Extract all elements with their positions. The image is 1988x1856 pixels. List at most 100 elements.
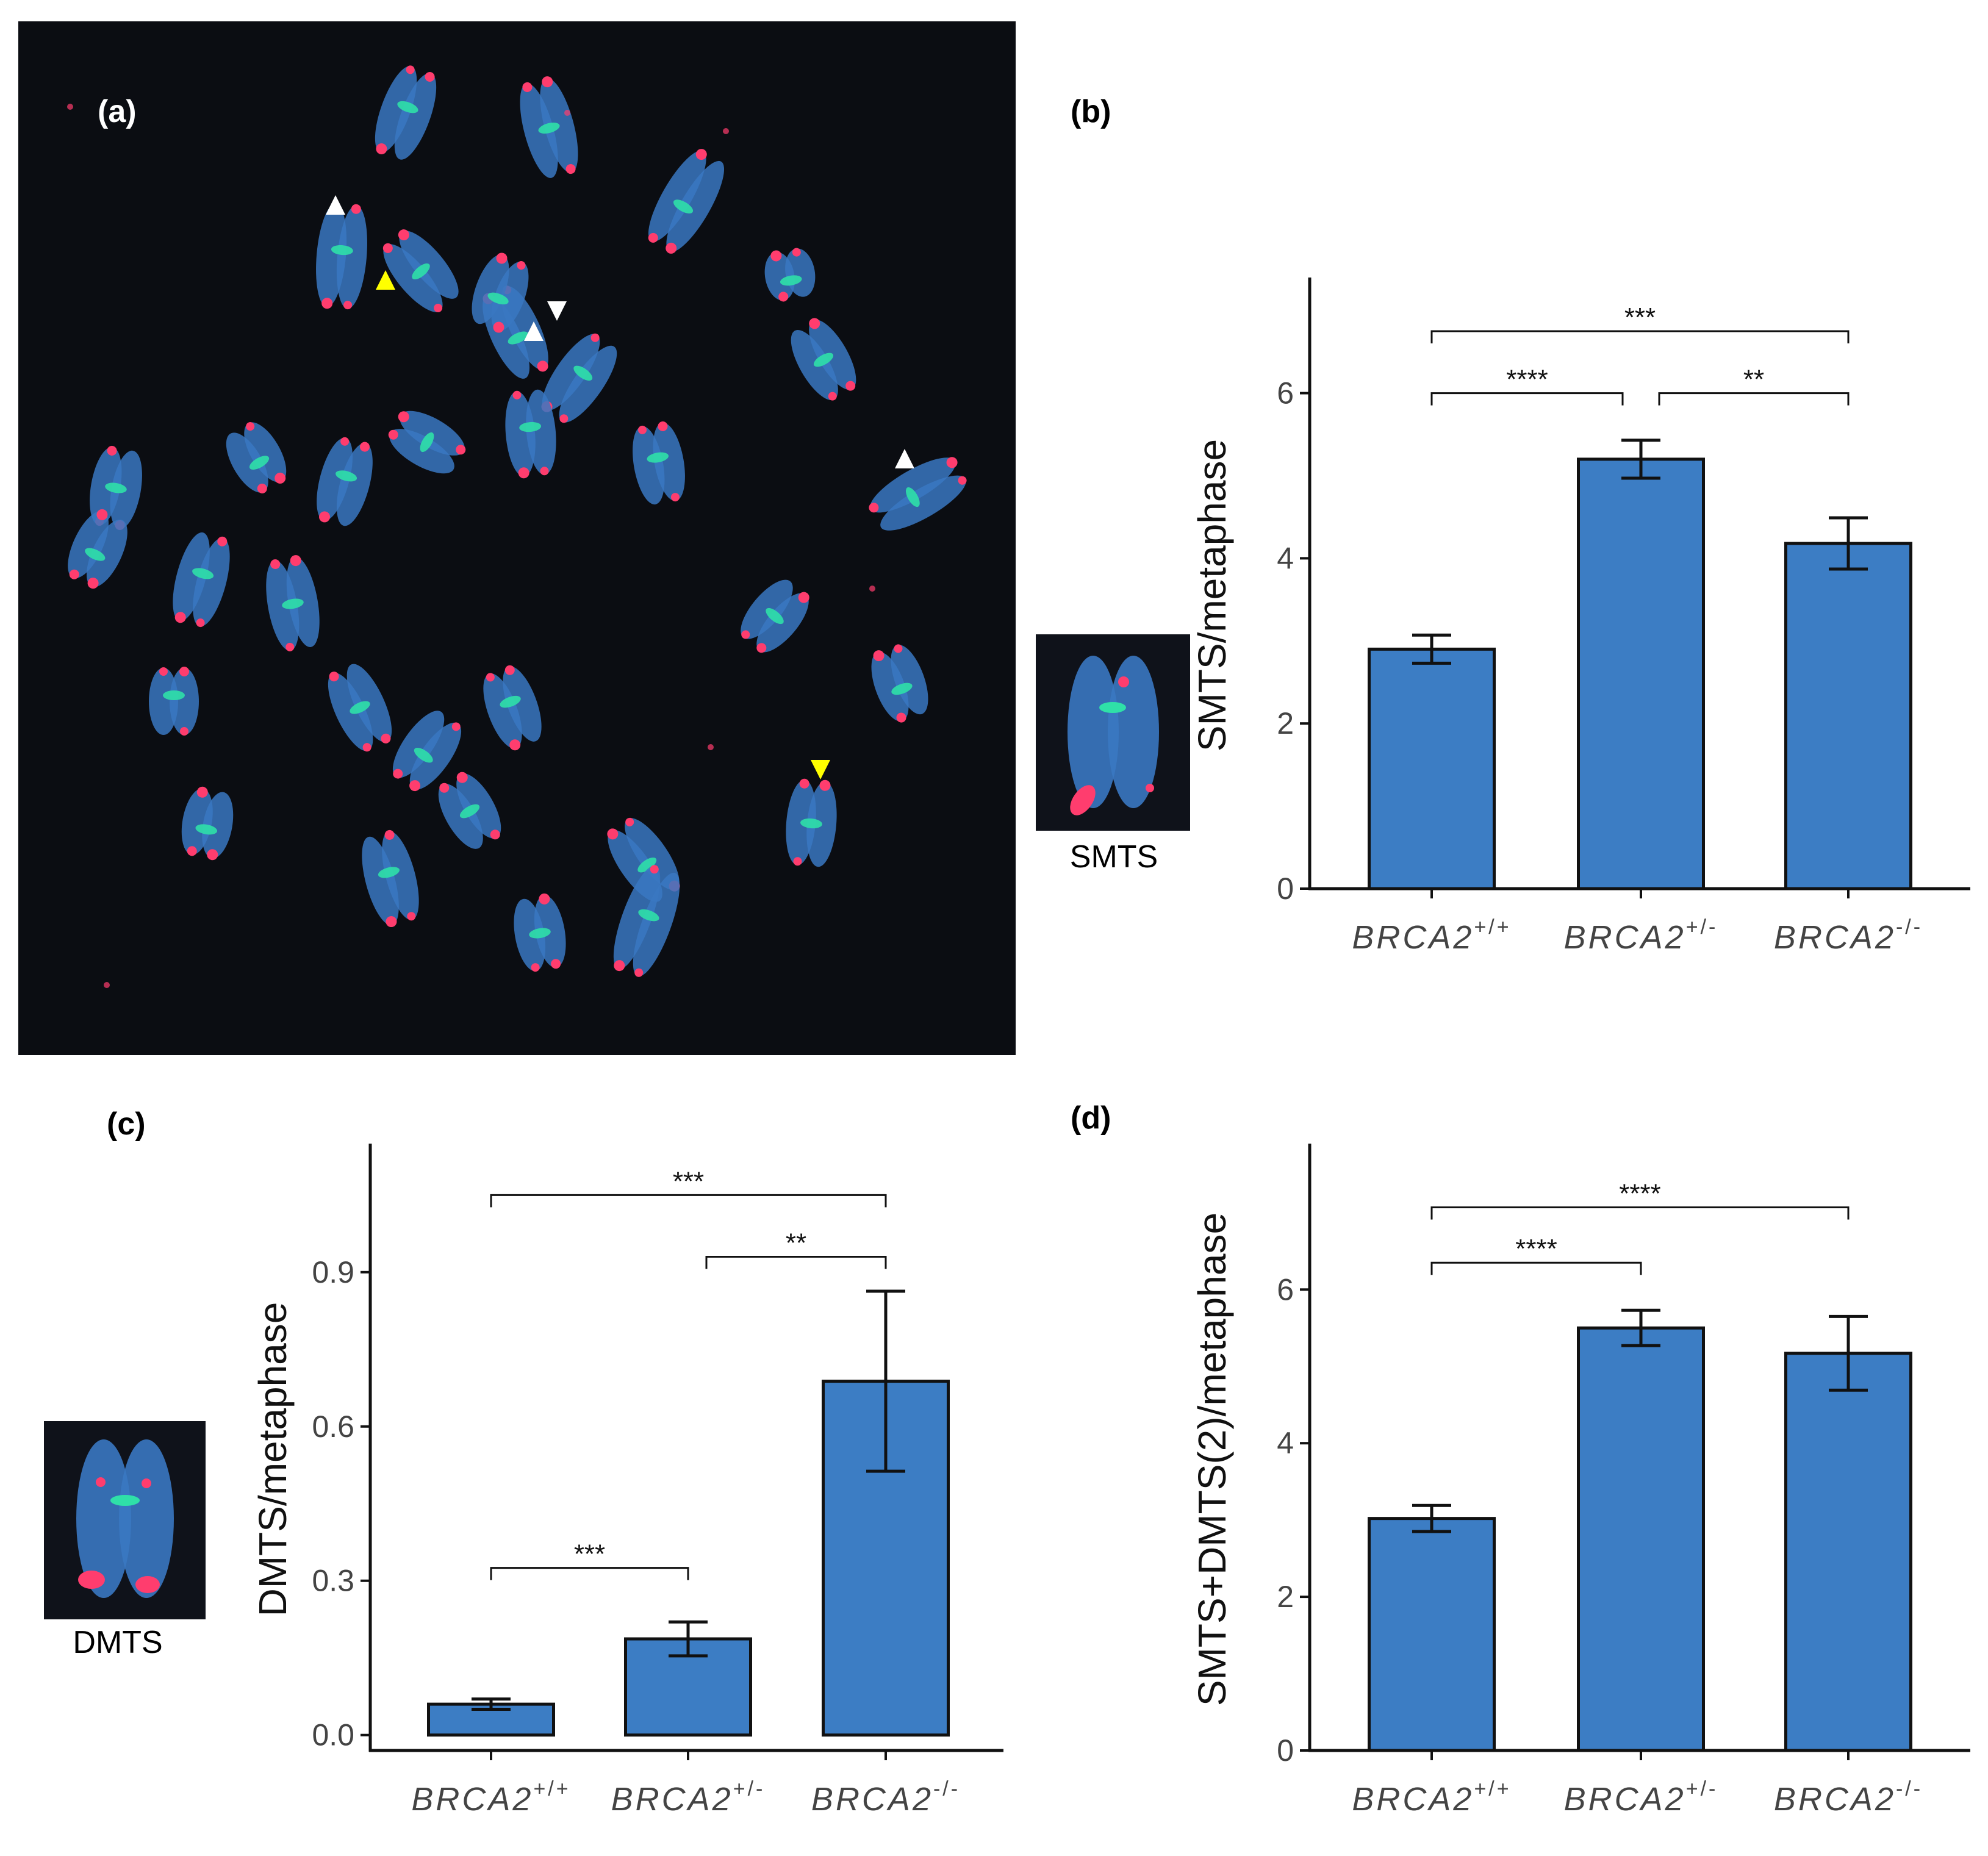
telomere-signal: [958, 476, 967, 485]
telomere-signal: [257, 483, 267, 493]
telomere-signal: [873, 650, 885, 662]
telomere-signal: [869, 503, 879, 513]
telomere-signal: [650, 865, 659, 874]
telomere-signal: [778, 292, 789, 302]
telomere-signal: [607, 828, 619, 840]
telomere-signal: [398, 229, 409, 241]
telomere-signal: [819, 779, 831, 791]
significance-bracket: [490, 1194, 887, 1208]
chromosome: [741, 579, 809, 653]
panel-label-c: (c): [107, 1106, 146, 1142]
telomere-signal: [845, 381, 856, 391]
chromosome: [173, 532, 230, 628]
telomere-signal: [542, 76, 553, 88]
bar: [1784, 542, 1912, 890]
telomere-signal: [451, 722, 461, 731]
telomere-signal: [756, 643, 767, 653]
y-tick-label: 0.3: [312, 1564, 354, 1598]
telomere-signal: [658, 421, 668, 431]
bar: [1577, 1326, 1705, 1752]
panel-label-b: (b): [1071, 94, 1111, 129]
telomere-signal: [359, 442, 370, 452]
panel-label-a: (a): [98, 94, 137, 129]
telomere-signal: [69, 569, 79, 579]
y-tick-label: 6: [1277, 376, 1294, 410]
x-tick-label: BRCA2-/-: [1774, 1777, 1923, 1818]
significance-bracket: [1430, 1206, 1850, 1220]
chromosome: [90, 445, 142, 531]
chromosome: [472, 253, 529, 333]
chromosome: [648, 149, 725, 254]
up-arrow-icon: [326, 195, 345, 215]
significance-label: ****: [1515, 1234, 1557, 1264]
telomere-signal: [809, 318, 820, 329]
chromosome: [375, 65, 437, 160]
telomere-signal: [382, 243, 393, 253]
y-tick-label: 0.9: [312, 1255, 354, 1289]
dmts-inset: DMTS: [44, 1421, 206, 1660]
telomere-signal: [509, 739, 521, 751]
telomere-signal: [196, 786, 208, 798]
telomere-signal: [504, 665, 515, 675]
telomere-signal: [179, 667, 189, 676]
telomere-signal: [531, 963, 540, 972]
chromosome: [633, 421, 685, 505]
telomere-signal: [493, 321, 504, 333]
telomere-signal: [828, 392, 837, 401]
arrow-marker-layer: [326, 195, 914, 779]
chromosome: [514, 893, 566, 972]
telomere-signal: [207, 849, 218, 861]
significance-bracket: [490, 1567, 689, 1580]
telomere-signal: [486, 673, 495, 682]
down-arrow-icon: [547, 301, 567, 321]
dmts-inset-label: DMTS: [73, 1625, 162, 1660]
chromosome: [382, 229, 459, 312]
telomere-signal: [270, 559, 281, 570]
x-tick-label: BRCA2+/+: [1352, 1777, 1511, 1818]
telomere-signal: [565, 164, 576, 174]
telomere-signal: [246, 422, 255, 431]
bar: [1577, 457, 1705, 890]
telomere-signal: [496, 253, 508, 264]
telomere-signal: [537, 360, 548, 372]
telomere-signal: [388, 429, 398, 440]
chromosome: [871, 644, 928, 723]
chromosome: [226, 422, 287, 493]
significance-bracket: [1430, 1261, 1642, 1275]
telomere-signal: [319, 511, 331, 523]
telomere-signal: [518, 467, 529, 479]
telomere-signal: [406, 65, 415, 74]
chromosome: [483, 665, 542, 751]
x-tick-label: BRCA2+/+: [411, 1777, 570, 1818]
telomere-signal: [896, 712, 906, 723]
telomere-signal: [285, 642, 295, 651]
y-tick-label: 0.0: [312, 1718, 354, 1752]
telomere-signal: [425, 71, 435, 82]
micrograph-background: [18, 21, 1016, 1055]
bar: [1368, 1517, 1496, 1752]
x-tick-label: BRCA2-/-: [811, 1777, 960, 1818]
telomere-signal: [770, 250, 782, 262]
telomere-signal: [456, 772, 468, 783]
telomere-signal: [793, 857, 802, 866]
telomere-signal: [343, 301, 353, 310]
chromosome: [316, 203, 367, 310]
panel-label-d: (d): [1071, 1100, 1111, 1136]
y-tick-label: 0: [1277, 872, 1294, 906]
telomere-signal: [792, 248, 801, 257]
y-tick-label: 4: [1277, 1426, 1294, 1460]
chart-d-smts-dmts: 0 2 4 6 SMTS+DMTS(2)/metaphase BRCA2+/+ BRCA2+…: [1190, 1144, 1970, 1818]
telomere-signal: [512, 390, 522, 400]
telomere-signal: [539, 893, 550, 905]
telomere-signal: [559, 414, 569, 423]
telomere-signal: [590, 333, 600, 342]
x-tick-label: BRCA2+/-: [1564, 1777, 1718, 1818]
smts-inset: SMTS: [1036, 634, 1190, 875]
significance-bracket: [1658, 392, 1850, 406]
telomere-signal: [351, 204, 361, 214]
y-tick-label: 0.6: [312, 1410, 354, 1444]
telomere-signal: [381, 733, 391, 743]
telomere-signal: [340, 437, 350, 446]
chromosome: [764, 248, 816, 302]
